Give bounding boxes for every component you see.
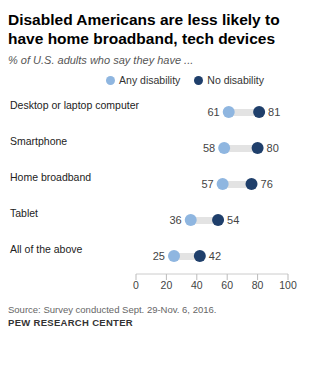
html-text:Any disability: Any disability (119, 74, 181, 86)
svg-text:100: 100 (279, 279, 297, 291)
svg-text:76: 76 (261, 178, 273, 190)
svg-text:57: 57 (201, 178, 213, 190)
svg-text:54: 54 (227, 214, 239, 226)
html-text:Source: Survey conducted Sept.: Source: Survey conducted Sept. 29-Nov. 6… (8, 304, 217, 315)
svg-text:40: 40 (191, 279, 203, 291)
svg-text:80: 80 (252, 279, 264, 291)
svg-text:Desktop or laptop computer: Desktop or laptop computer (10, 99, 139, 111)
svg-text:20: 20 (161, 279, 173, 291)
html-text:PEW RESEARCH CENTER: PEW RESEARCH CENTER (8, 317, 133, 328)
svg-text:58: 58 (203, 142, 215, 154)
svg-text:0: 0 (133, 279, 139, 291)
svg-text:81: 81 (268, 106, 280, 118)
svg-text:Home broadband: Home broadband (10, 171, 91, 183)
html-text:Disabled Americans are less li: Disabled Americans are less likely to ha… (8, 11, 280, 47)
html-text:% of U.S. adults who say they: % of U.S. adults who say they have ... (8, 54, 194, 66)
svg-text:61: 61 (207, 106, 219, 118)
svg-text:42: 42 (209, 250, 221, 262)
svg-text:60: 60 (221, 279, 233, 291)
svg-text:80: 80 (267, 142, 279, 154)
html-text:No disability: No disability (207, 74, 264, 86)
svg-text:All of the above: All of the above (10, 243, 83, 255)
svg-text:Smartphone: Smartphone (10, 135, 67, 147)
svg-text:Tablet: Tablet (10, 207, 38, 219)
svg-text:36: 36 (169, 214, 181, 226)
svg-text:25: 25 (153, 250, 165, 262)
